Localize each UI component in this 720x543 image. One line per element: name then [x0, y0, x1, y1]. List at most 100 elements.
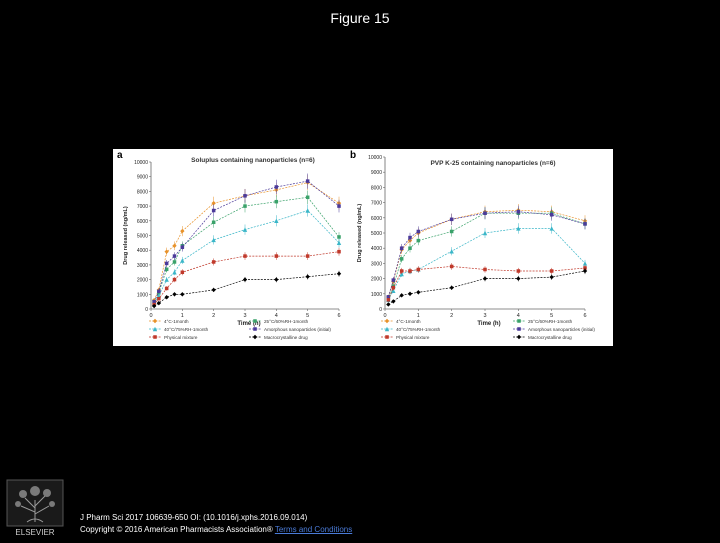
series-4 [386, 263, 587, 302]
data-point [416, 290, 421, 295]
legend-entry: 40°C/75%RH-1month [381, 326, 441, 332]
data-point [164, 295, 169, 300]
data-point [337, 235, 341, 239]
data-point [164, 277, 169, 282]
data-point [582, 261, 588, 266]
data-point [449, 249, 454, 254]
y-tick-label: 10000 [134, 160, 148, 166]
figure-svg: a Soluplus containing nanoparticles (n=6)… [117, 150, 595, 340]
citation-text: J Pharm Sci 2017 106639-650 OI: (10.1016… [80, 513, 308, 522]
legend-label: Amorphous nanoparticles (initial) [528, 327, 595, 332]
legend-marker [517, 327, 521, 331]
data-point [549, 269, 554, 273]
legend-marker [152, 326, 158, 332]
data-point [449, 264, 454, 269]
data-point [416, 238, 421, 243]
data-point [386, 302, 391, 307]
data-point [152, 299, 156, 304]
data-point [211, 220, 216, 225]
series-2 [386, 223, 588, 303]
y-tick-label: 4000 [371, 246, 382, 252]
legend-entry: Amorphous nanoparticles (initial) [513, 327, 595, 332]
terms-link[interactable]: Terms and Conditions [274, 525, 353, 534]
legend-marker [152, 318, 158, 324]
data-point [391, 285, 396, 290]
x-tick-label: 3 [483, 313, 486, 319]
data-point [549, 226, 554, 231]
data-point [172, 254, 177, 258]
data-point [583, 222, 587, 226]
legend-marker [516, 334, 522, 340]
chart-panel-a: a Soluplus containing nanoparticles (n=6)… [117, 150, 342, 340]
series-line [153, 251, 340, 305]
data-point [516, 269, 521, 273]
legend-entry: Amorphous nanoparticles (initial) [249, 327, 331, 332]
data-point [399, 246, 404, 250]
data-point [172, 292, 177, 297]
data-point [516, 226, 521, 231]
legend-entry: Physical mixture [381, 335, 430, 340]
data-point [336, 240, 342, 246]
elsevier-tree-icon: ELSEVIER [6, 479, 64, 537]
y-axis-label: Drug released (ng/mL) [357, 204, 363, 263]
data-point [172, 260, 177, 264]
data-point [416, 267, 421, 272]
data-point [157, 289, 161, 294]
data-point [399, 257, 404, 261]
legend-label: Macrocrystalline drug [264, 335, 308, 340]
data-point [337, 249, 341, 254]
series-line [153, 182, 340, 301]
y-tick-label: 0 [145, 307, 148, 313]
legend-marker [153, 335, 157, 339]
legend: 4°C-1month 25°C/60%RH-1month 40°C/75%RH-1m… [149, 318, 331, 340]
chart-title: PVP K-25 containing nanoparticles (n=6) [430, 160, 555, 167]
data-point [582, 268, 588, 274]
data-point [416, 229, 421, 234]
legend-label: Physical mixture [396, 335, 430, 340]
series-line [387, 209, 586, 297]
chart-panel-b: b PVP K-25 containing nanoparticles (n=6)… [350, 150, 595, 340]
legend-entry: 4°C-1month [149, 318, 189, 324]
data-point [274, 199, 279, 204]
y-tick-label: 5000 [137, 234, 148, 240]
y-tick-label: 1000 [137, 292, 148, 298]
data-point [180, 270, 185, 275]
y-tick-label: 6000 [371, 216, 382, 222]
legend-label: 25°C/60%RH-1month [528, 319, 573, 324]
legend-marker [384, 318, 390, 324]
x-tick-label: 6 [583, 313, 586, 319]
legend-label: Amorphous nanoparticles (initial) [264, 327, 331, 332]
legend-label: 4°C-1month [396, 319, 421, 324]
data-point [408, 246, 412, 250]
y-tick-label: 3000 [371, 261, 382, 267]
data-point [151, 303, 157, 309]
data-point [391, 299, 396, 304]
series-line [387, 211, 586, 297]
y-axis-label: Drug released (ng/mL) [123, 206, 129, 265]
legend-label: Physical mixture [164, 335, 198, 340]
y-tick-label: 4000 [137, 248, 148, 254]
series-line [387, 228, 586, 301]
data-point [164, 261, 169, 266]
data-point [180, 292, 185, 297]
chart-title: Soluplus containing nanoparticles (n=6) [191, 157, 315, 164]
data-point [305, 195, 310, 200]
x-tick-label: 5 [550, 313, 553, 319]
series-5 [151, 270, 342, 309]
data-point [156, 300, 162, 306]
data-point [391, 288, 396, 293]
data-point [180, 245, 185, 250]
y-tick-label: 7000 [137, 204, 148, 210]
legend-label: 25°C/60%RH-1month [264, 319, 309, 324]
x-tick-label: 0 [383, 313, 386, 319]
data-point [164, 249, 169, 254]
data-point [305, 179, 310, 183]
copyright-text: Copyright © 2016 American Pharmacists As… [80, 525, 273, 534]
data-point [172, 243, 177, 248]
data-point [386, 295, 391, 299]
legend-marker [252, 334, 258, 340]
data-point [164, 267, 169, 272]
legend-entry: 4°C-1month [381, 318, 421, 324]
legend-marker [253, 327, 257, 331]
data-point [211, 200, 216, 206]
